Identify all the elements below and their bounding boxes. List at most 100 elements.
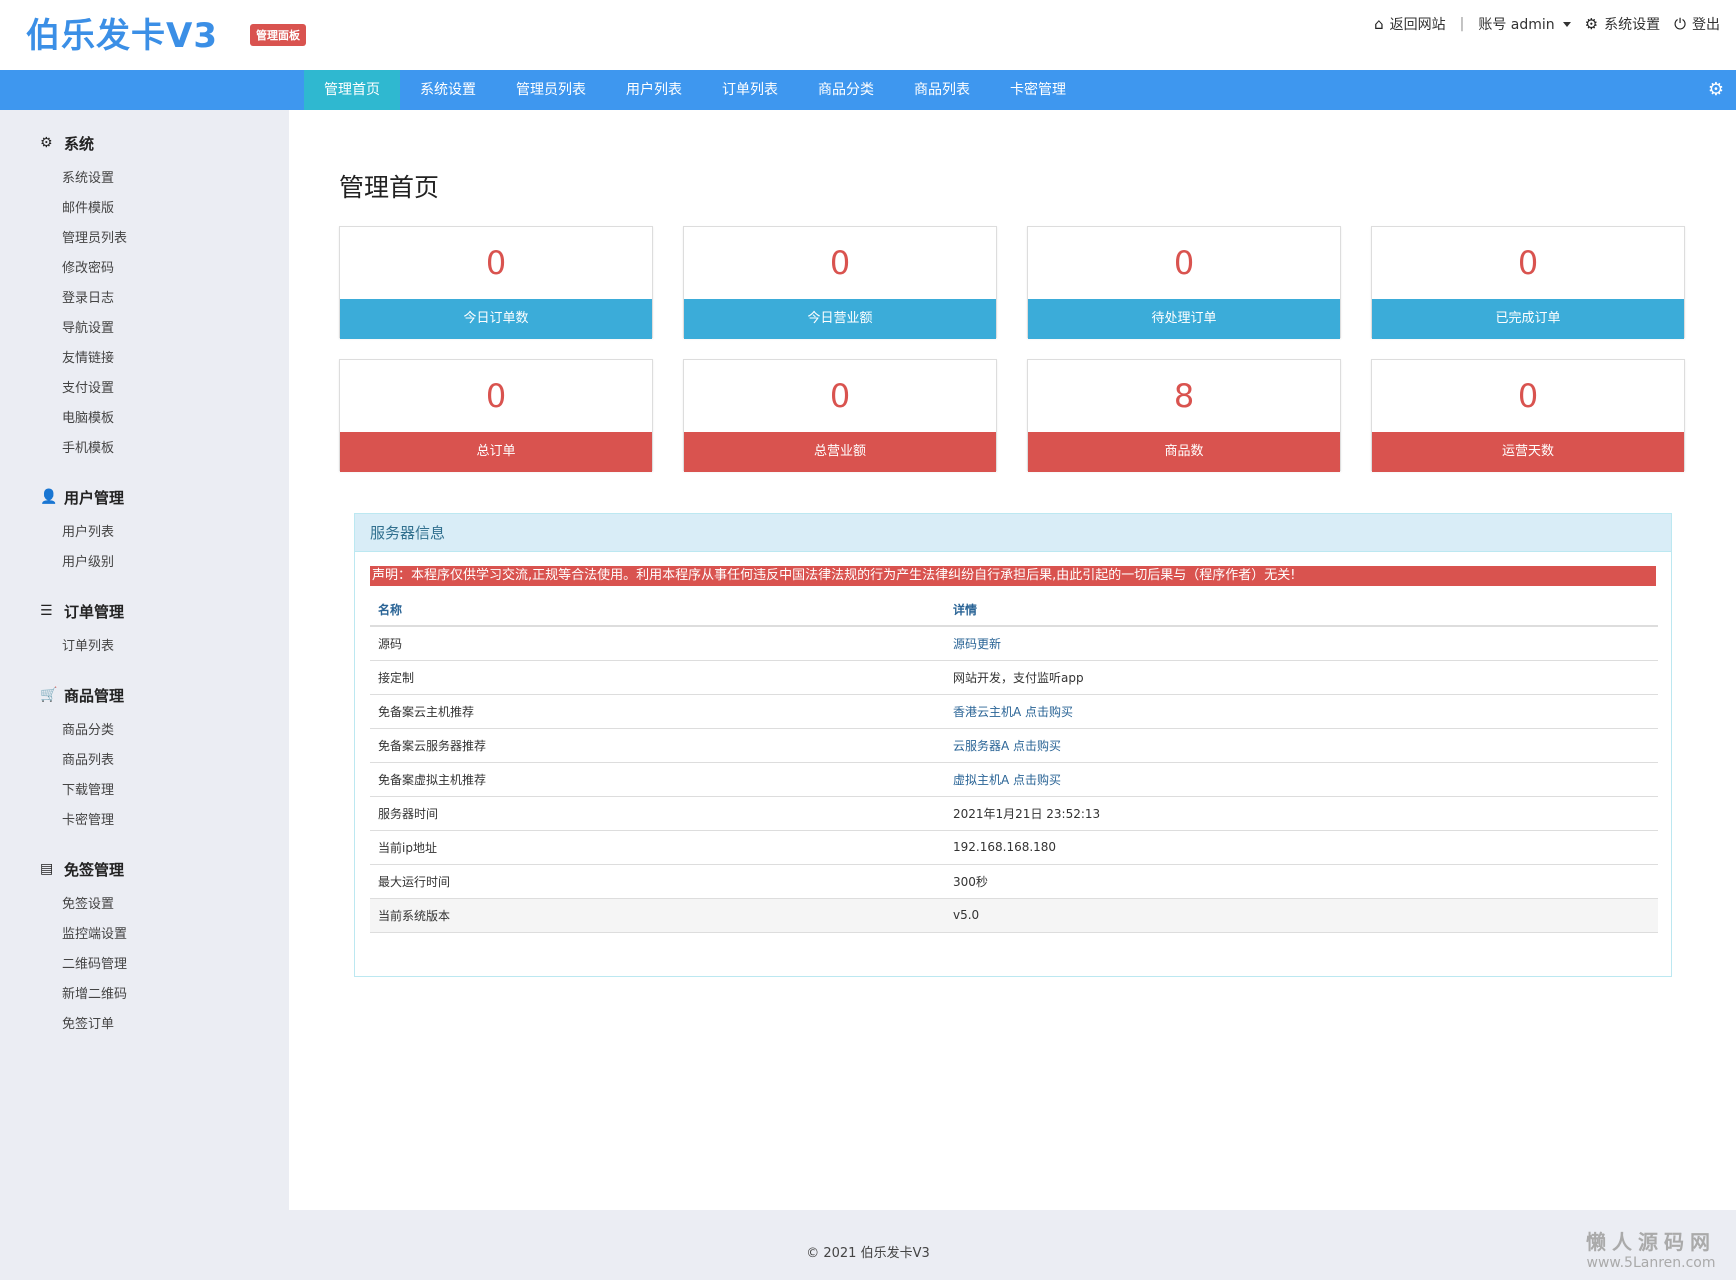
source-update-link[interactable]: 源码更新	[953, 636, 1002, 651]
nav-gear-icon[interactable]: ⚙	[1707, 79, 1724, 100]
account-dropdown[interactable]: 账号 admin	[1478, 14, 1571, 34]
column-header-name: 名称	[370, 594, 945, 627]
stat-total-revenue[interactable]: 0 总营业额	[683, 359, 997, 472]
table-row: 服务器时间 2021年1月21日 23:52:13	[370, 795, 1658, 830]
cloud-server-link[interactable]: 云服务器A 点击购买	[953, 738, 1062, 753]
sidebar-item-order-list[interactable]: 订单列表	[62, 639, 115, 654]
system-settings-link[interactable]: ⚙ 系统设置	[1585, 14, 1660, 34]
stat-product-count[interactable]: 8 商品数	[1027, 359, 1341, 472]
account-label: 账号 admin	[1478, 17, 1555, 33]
sidebar-item-add-qrcode[interactable]: 新增二维码	[62, 987, 128, 1002]
row-detail: v5.0	[945, 897, 1658, 933]
sidebar-item-product-list[interactable]: 商品列表	[62, 753, 115, 768]
sidebar-item-mail-template[interactable]: 邮件模版	[62, 201, 115, 216]
stat-label: 今日订单数	[340, 299, 652, 339]
stat-today-revenue[interactable]: 0 今日营业额	[683, 226, 997, 339]
sidebar-item-free-sign-settings[interactable]: 免签设置	[62, 897, 115, 912]
sidebar-group-users: 👤 用户管理 用户列表 用户级别	[40, 484, 289, 578]
sidebar-item-nav-settings[interactable]: 导航设置	[62, 321, 115, 336]
row-detail: 2021年1月21日 23:52:13	[945, 795, 1658, 830]
sidebar: ⚙ 系统 系统设置 邮件模版 管理员列表 修改密码 登录日志 导航设置 友情链接…	[0, 110, 289, 1210]
row-detail: 192.168.168.180	[945, 829, 1658, 864]
hk-cloud-host-link[interactable]: 香港云主机A 点击购买	[953, 704, 1074, 719]
card-icon: ▤	[40, 861, 54, 877]
sidebar-item-mobile-template[interactable]: 手机模板	[62, 441, 115, 456]
stat-label: 运营天数	[1372, 432, 1684, 472]
sidebar-item-admin-list[interactable]: 管理员列表	[62, 231, 128, 246]
row-name: 免备案云主机推荐	[370, 693, 945, 728]
logout-link[interactable]: ⏻ 登出	[1674, 14, 1720, 34]
sidebar-head-label: 免签管理	[64, 860, 125, 879]
row-detail: 网站开发，支付监听app	[945, 659, 1658, 694]
gear-icon: ⚙	[1584, 15, 1599, 33]
sidebar-item-qrcode-management[interactable]: 二维码管理	[62, 957, 128, 972]
row-name: 当前ip地址	[370, 829, 945, 864]
sidebar-item-monitor-settings[interactable]: 监控端设置	[62, 927, 128, 942]
stat-label: 总营业额	[684, 432, 996, 472]
sidebar-head-label: 系统	[64, 134, 95, 153]
row-detail: 香港云主机A 点击购买	[945, 693, 1658, 728]
sidebar-item-pc-template[interactable]: 电脑模板	[62, 411, 115, 426]
stat-value: 0	[1517, 377, 1539, 415]
sidebar-item-login-log[interactable]: 登录日志	[62, 291, 115, 306]
nav-item-card-management[interactable]: 卡密管理	[1010, 82, 1066, 98]
site-logo[interactable]: 伯乐发卡V3	[26, 16, 218, 56]
sidebar-item-card-management[interactable]: 卡密管理	[62, 813, 115, 828]
sidebar-head-system[interactable]: ⚙ 系统	[40, 130, 289, 156]
sidebar-item-user-list[interactable]: 用户列表	[62, 525, 115, 540]
sidebar-head-users[interactable]: 👤 用户管理	[40, 484, 289, 510]
sidebar-item-friend-links[interactable]: 友情链接	[62, 351, 115, 366]
divider: |	[1459, 16, 1465, 32]
main-content: 管理首页 0 今日订单数 0 今日营业额 0 待处理订单 0 已完成订单 0 总…	[289, 110, 1736, 1210]
sidebar-group-products: 🛒 商品管理 商品分类 商品列表 下载管理 卡密管理	[40, 682, 289, 836]
stat-operating-days[interactable]: 0 运营天数	[1371, 359, 1685, 472]
stat-completed-orders[interactable]: 0 已完成订单	[1371, 226, 1685, 339]
sidebar-item-download-management[interactable]: 下载管理	[62, 783, 115, 798]
top-header: 伯乐发卡V3 管理面板 ⌂ 返回网站 | 账号 admin ⚙ 系统设置 ⏻ 登…	[0, 0, 1736, 70]
nav-item-order-list[interactable]: 订单列表	[722, 82, 778, 98]
sidebar-item-free-sign-orders[interactable]: 免签订单	[62, 1017, 115, 1032]
stat-total-orders[interactable]: 0 总订单	[339, 359, 653, 472]
footer: © 2021 伯乐发卡V3 懒人源码网 www.5Lanren.com	[0, 1210, 1736, 1280]
row-detail: 源码更新	[945, 625, 1658, 660]
table-row: 当前系统版本 v5.0	[370, 897, 1658, 933]
table-row: 免备案虚拟主机推荐 虚拟主机A 点击购买	[370, 761, 1658, 796]
logout-label: 登出	[1692, 17, 1720, 33]
sidebar-head-label: 用户管理	[64, 488, 125, 507]
sidebar-item-product-category[interactable]: 商品分类	[62, 723, 115, 738]
watermark-title: 懒人源码网	[1586, 1230, 1716, 1254]
sidebar-head-free-sign[interactable]: ▤ 免签管理	[40, 856, 289, 882]
table-header-row: 名称 详情	[370, 594, 1658, 627]
user-icon: 👤	[40, 489, 58, 505]
sidebar-head-orders[interactable]: ☰ 订单管理	[40, 598, 289, 624]
stat-label: 商品数	[1028, 432, 1340, 472]
page-title: 管理首页	[339, 173, 440, 202]
nav-item-admin-list[interactable]: 管理员列表	[516, 82, 586, 98]
row-detail: 云服务器A 点击购买	[945, 727, 1658, 762]
sidebar-group-orders: ☰ 订单管理 订单列表	[40, 598, 289, 662]
sidebar-item-payment-settings[interactable]: 支付设置	[62, 381, 115, 396]
nav-item-product-category[interactable]: 商品分类	[818, 82, 874, 98]
sidebar-item-user-level[interactable]: 用户级别	[62, 555, 115, 570]
nav-item-system-settings[interactable]: 系统设置	[420, 82, 476, 98]
top-links: ⌂ 返回网站 | 账号 admin ⚙ 系统设置 ⏻ 登出	[1360, 14, 1720, 34]
table-row: 接定制 网站开发，支付监听app	[370, 659, 1658, 694]
sidebar-item-system-settings[interactable]: 系统设置	[62, 171, 115, 186]
sidebar-item-change-password[interactable]: 修改密码	[62, 261, 115, 276]
admin-panel-badge: 管理面板	[250, 24, 306, 46]
return-site-label: 返回网站	[1389, 17, 1446, 33]
return-site-link[interactable]: ⌂ 返回网站	[1374, 14, 1446, 34]
sidebar-head-label: 商品管理	[64, 686, 125, 705]
sidebar-head-label: 订单管理	[64, 602, 125, 621]
nav-item-product-list[interactable]: 商品列表	[914, 82, 970, 98]
nav-item-dashboard[interactable]: 管理首页	[304, 70, 400, 110]
stat-pending-orders[interactable]: 0 待处理订单	[1027, 226, 1341, 339]
table-row: 免备案云服务器推荐 云服务器A 点击购买	[370, 727, 1658, 762]
stat-value: 0	[829, 244, 851, 282]
row-name: 当前系统版本	[370, 897, 945, 933]
stat-today-orders[interactable]: 0 今日订单数	[339, 226, 653, 339]
virtual-host-link[interactable]: 虚拟主机A 点击购买	[953, 772, 1062, 787]
home-icon: ⌂	[1374, 15, 1384, 33]
nav-item-user-list[interactable]: 用户列表	[626, 82, 682, 98]
sidebar-head-products[interactable]: 🛒 商品管理	[40, 682, 289, 708]
